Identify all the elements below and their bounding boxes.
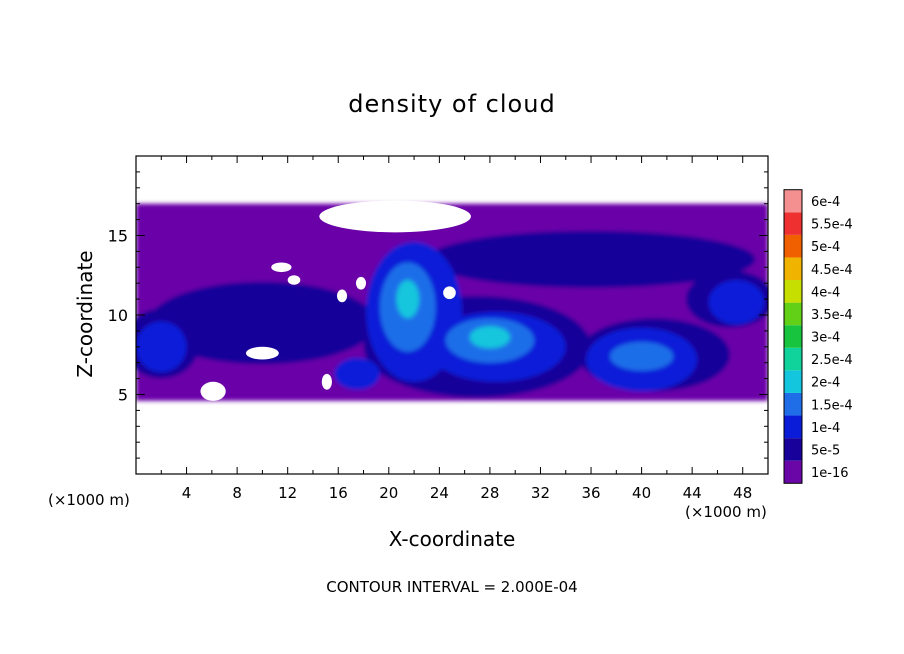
x-tick-label: 8 — [232, 484, 242, 502]
contour-interval-note: CONTOUR INTERVAL = 2.000E-04 — [326, 578, 577, 596]
cloud-gap — [287, 275, 301, 285]
colorbar-swatch — [784, 325, 802, 348]
colorbar-label: 1e-16 — [811, 466, 849, 481]
colorbar-swatch — [784, 438, 802, 461]
colorbar-label: 4e-4 — [811, 285, 840, 300]
x-tick-label: 28 — [480, 484, 499, 502]
y-tick-label: 5 — [118, 386, 128, 405]
colorbar-swatch — [784, 234, 802, 258]
x-tick-label: 20 — [379, 484, 398, 502]
colorbar-swatch — [784, 347, 802, 371]
contour-region — [426, 230, 756, 288]
colorbar-swatch — [784, 280, 802, 303]
contour-region — [610, 342, 674, 371]
cloud-gap — [200, 381, 226, 401]
x-tick-label: 48 — [733, 484, 752, 502]
contour-region — [334, 357, 380, 390]
y-tick-label: 10 — [108, 306, 128, 325]
colorbar-swatch — [784, 189, 802, 213]
colorbar-label: 1e-4 — [811, 421, 840, 436]
colorbar-label: 4.5e-4 — [811, 263, 853, 278]
cloud-gap — [319, 200, 471, 233]
contour-region — [136, 321, 187, 373]
colorbar-swatch — [784, 302, 802, 326]
x-unit-label-left: (×1000 m) — [48, 491, 130, 509]
y-tick-label: 15 — [108, 227, 128, 246]
x-axis-label: X-coordinate — [389, 527, 516, 551]
colorbar-swatch — [784, 415, 802, 439]
colorbar-label: 2e-4 — [811, 376, 840, 391]
contour-region — [396, 280, 420, 319]
cloud-density-field — [136, 200, 768, 401]
colorbar-swatch — [784, 392, 802, 416]
colorbar-label: 5.5e-4 — [811, 218, 853, 233]
colorbar-label: 3e-4 — [811, 331, 840, 346]
colorbar-swatch — [784, 460, 802, 484]
chart-title: density of cloud — [348, 90, 555, 118]
colorbar-label: 3.5e-4 — [811, 308, 853, 323]
x-tick-label: 44 — [683, 484, 702, 502]
y-axis-ticks: 5 10 15 — [108, 171, 768, 459]
contour-region — [469, 326, 511, 349]
colorbar-label: 2.5e-4 — [811, 353, 853, 368]
x-tick-label: 40 — [632, 484, 651, 502]
y-axis-label: Z-coordinate — [73, 250, 97, 377]
x-axis-ticks: 4 8 12 16 20 24 28 32 36 40 44 48 — [160, 156, 752, 502]
contour-region — [148, 281, 377, 365]
colorbar-swatch — [784, 212, 802, 235]
colorbar-swatch — [784, 257, 802, 281]
colorbar-frame — [783, 189, 803, 484]
x-tick-label: 4 — [182, 484, 192, 502]
colorbar-swatch — [784, 370, 802, 393]
colorbar-label: 6e-4 — [811, 195, 840, 210]
colorbar-label: 5e-4 — [811, 240, 840, 255]
colorbar-label: 1.5e-4 — [811, 398, 853, 413]
cloud-gap — [271, 262, 292, 273]
x-tick-label: 12 — [278, 484, 297, 502]
x-tick-label: 36 — [581, 484, 600, 502]
x-tick-label: 24 — [430, 484, 449, 502]
x-tick-label: 16 — [329, 484, 348, 502]
x-unit-label-right: (×1000 m) — [685, 503, 767, 521]
cloud-gap — [355, 276, 367, 290]
cloud-gap — [245, 346, 279, 360]
cloud-gap — [443, 286, 456, 300]
contour-region — [708, 280, 765, 325]
x-tick-label: 32 — [531, 484, 550, 502]
colorbar-label: 5e-5 — [811, 443, 840, 458]
cloud-gap — [336, 289, 348, 303]
cloud-gap — [321, 373, 332, 390]
colorbar: 1e-16 5e-5 1e-4 1.5e-4 2e-4 2.5e-4 3e-4 3.5e-4 4… — [783, 189, 853, 484]
